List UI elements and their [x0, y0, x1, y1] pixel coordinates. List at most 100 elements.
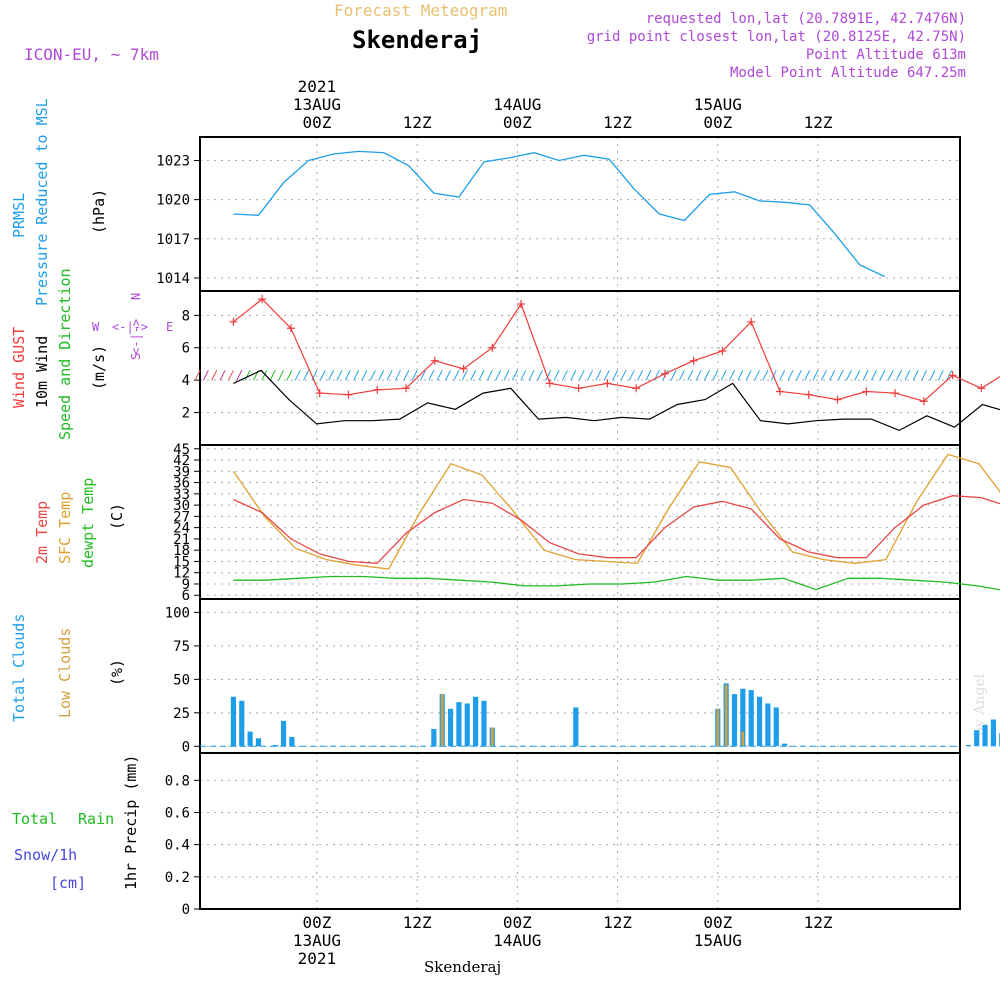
wind-label: 10m Wind	[33, 336, 51, 408]
gust-marker	[747, 317, 756, 326]
y-tick-label: 12	[173, 566, 190, 582]
bottom-time-label: 12Z	[804, 913, 833, 932]
gust-marker	[919, 397, 928, 406]
bottom-time-label: 12Z	[403, 913, 432, 932]
wind-direction-arrow	[378, 370, 385, 381]
top-time-label: 14AUG	[493, 95, 541, 114]
panel-wind: 2 4 6 8 Wind GUST 10m Wind Speed and Direction…	[10, 268, 1000, 446]
requested-coords: requested lon,lat (20.7891E, 42.7476N)	[646, 11, 966, 27]
compass-north: N	[129, 293, 143, 300]
compass-south: S	[129, 353, 143, 360]
watermark: by Angel	[972, 673, 988, 736]
wind-direction-arrow	[795, 370, 802, 381]
bottom-time-label: 14AUG	[493, 931, 541, 950]
wind-direction-arrow	[871, 370, 877, 381]
y-tick-label: 0.2	[165, 870, 190, 886]
sfc-temp-line	[232, 453, 1000, 570]
total-cloud-bar	[247, 731, 253, 747]
low-cloud-bar	[724, 684, 728, 747]
gust-marker	[948, 371, 957, 380]
wind-direction-arrow	[587, 370, 593, 381]
top-time-label: 13AUG	[293, 95, 341, 114]
dewpt-line	[233, 575, 1000, 591]
top-time-label: 12Z	[403, 113, 432, 132]
gust-marker	[459, 364, 468, 373]
gust-marker	[603, 379, 612, 388]
wind-direction-arrow	[420, 370, 426, 381]
wind-direction-arrow	[745, 370, 752, 381]
wind-direction-arrow	[495, 370, 502, 381]
low-cloud-bar	[440, 694, 444, 747]
gust-label: Wind GUST	[10, 327, 28, 408]
wind-direction-arrow	[286, 370, 293, 381]
wind-direction-arrow	[704, 370, 710, 381]
wind-direction-arrow	[369, 370, 376, 381]
wind-direction-arrow	[436, 370, 443, 381]
y-tick-label: 18	[173, 543, 190, 559]
pressure-label: Pressure Reduced to MSL	[33, 98, 51, 306]
panel-frame	[199, 598, 961, 754]
wind-direction-arrow	[211, 370, 218, 381]
total-cloud-bar	[481, 700, 487, 747]
panel-frame	[199, 444, 961, 600]
y-tick-label: 21	[173, 532, 190, 548]
wind-direction-arrow	[311, 370, 318, 381]
wind-direction-arrow	[470, 370, 477, 381]
wind-direction-arrow	[503, 370, 510, 381]
wind-direction-arrow	[453, 370, 460, 381]
direction-label: Speed and Direction	[56, 268, 74, 440]
total-cloud-bar	[974, 730, 980, 747]
total-cloud-bar	[239, 700, 245, 747]
wind-direction-arrow	[670, 370, 677, 381]
wind-direction-arrow	[278, 370, 284, 381]
compass-east: E	[166, 320, 173, 334]
precip-label: 1hr Precip (mm)	[122, 755, 140, 890]
wind-direction-arrow	[445, 370, 451, 381]
gust-marker	[344, 390, 353, 399]
gust-marker	[891, 389, 900, 398]
y-tick-label: 0	[182, 902, 190, 918]
wind-direction-arrow	[829, 370, 836, 381]
prmsl-label: PRMSL	[10, 193, 28, 238]
y-tick-label: 1017	[156, 232, 190, 248]
wind-direction-arrow	[762, 370, 769, 381]
top-time-label: 00Z	[302, 113, 331, 132]
total-cloud-bar	[765, 703, 771, 747]
legend-snow: Snow/1h	[14, 846, 77, 864]
point-altitude: Point Altitude 613m	[806, 47, 966, 63]
wind-direction-arrow	[603, 370, 610, 381]
station-title: Skenderaj	[352, 26, 482, 54]
wind-direction-arrow	[403, 370, 410, 381]
gust-marker	[430, 356, 439, 365]
wind-direction-arrow	[528, 370, 535, 381]
y-tick-label: 100	[165, 605, 190, 621]
y-tick-label: 1014	[156, 271, 190, 287]
gust-marker	[632, 384, 641, 393]
panel-frame	[199, 752, 961, 910]
wind-direction-arrow	[595, 370, 602, 381]
temp-2m-label: 2m Temp	[33, 501, 51, 564]
total-cloud-bar	[748, 690, 754, 747]
total-cloud-bar	[773, 707, 779, 747]
wind-direction-arrow	[353, 370, 360, 381]
y-tick-label: 0.8	[165, 773, 190, 789]
low-cloud-bar	[716, 708, 720, 747]
wind-direction-arrow	[687, 370, 694, 381]
y-tick-label: 42	[173, 453, 190, 469]
gust-marker	[574, 384, 583, 393]
y-tick-label: 36	[173, 476, 190, 492]
y-tick-label: 2	[182, 406, 190, 422]
y-tick-label: 25	[173, 706, 190, 722]
dewpt-label: dewpt Temp	[79, 478, 97, 568]
y-tick-label: 15	[173, 554, 190, 570]
y-tick-label: 27	[173, 509, 190, 525]
total-cloud-bar	[255, 738, 262, 747]
wind-direction-arrow	[578, 370, 585, 381]
total-cloud-bar	[289, 736, 295, 747]
compass-ns-arrows: <-|->	[129, 319, 143, 355]
y-tick-label: 75	[173, 639, 190, 655]
wind-direction-arrow	[536, 370, 543, 381]
wind-direction-arrow	[712, 370, 719, 381]
wind-direction-arrow	[303, 370, 310, 381]
y-tick-label: 8	[182, 308, 190, 324]
